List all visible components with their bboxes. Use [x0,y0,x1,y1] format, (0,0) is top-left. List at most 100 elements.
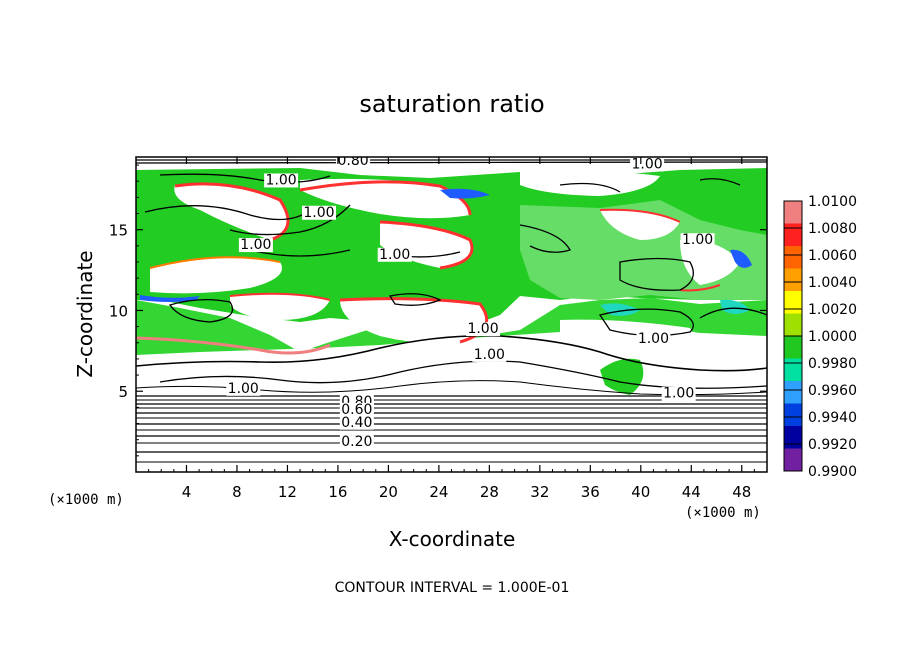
blue-patch-3 [730,249,752,268]
colorbar-swatch [784,448,802,471]
x-tick-label: 44 [682,483,701,501]
contour-label-bg [238,238,273,253]
white-patch-5 [230,293,330,320]
contour-label: 1.00 [303,205,334,221]
x-tick-label: 20 [379,483,398,501]
colorbar-level-label: 0.9960 [808,383,857,399]
colorbar-swatch [784,246,802,269]
white-patch-7 [600,209,680,240]
colorbar-level-label: 1.0080 [808,221,857,237]
red-fringe-1 [174,182,290,242]
colorbar-swatch [784,313,802,336]
contour-label-bg [301,205,336,220]
colorbar-level-label: 0.9940 [808,410,857,426]
colorbar: 1.0100 1.0080 1.0060 1.0040 1.0020 1.0000 0.99… [783,194,857,480]
contour-label: 1.00 [228,381,259,397]
colorbar-swatch [784,426,802,449]
white-patch-4 [150,257,282,294]
contour-label-bg [377,247,412,262]
x-tick-label: 4 [182,483,192,501]
y-tick-label: 15 [109,222,128,240]
x-axis: 4 8 12 16 20 24 28 32 36 40 44 48 [148,157,755,501]
contour-label-bg [680,233,715,248]
white-patch-2 [300,178,470,219]
colorbar-swatch [784,336,802,359]
x-tick-label: 48 [732,483,751,501]
x-tick-label: 12 [278,483,297,501]
contour-label-bg [264,173,299,188]
colorbar-swatch [784,201,802,224]
contour-label: 1.00 [682,232,713,248]
red-fringe-7 [136,336,331,355]
colorbar-level-label: 1.0040 [808,275,857,291]
contour-label-bg [636,331,671,346]
x-unit-right: (×1000 m) [685,505,761,521]
x-unit-left: (×1000 m) [48,492,124,508]
chart-title: saturation ratio [359,90,544,118]
colorbar-level-label: 1.0100 [808,194,857,210]
x-tick-label: 24 [429,483,448,501]
x-tick-label: 8 [232,483,242,501]
plot-area: 1.00 1.00 1.00 1.00 1.00 1.00 1.00 1.00 1.00 1.00… [135,153,768,473]
red-fringe-9 [679,284,721,292]
green-cell-sw [600,358,644,395]
colorbar-swatch [784,358,802,381]
contour-label: 1.00 [379,247,410,263]
lower-subsaturated-band [136,358,767,472]
contour-label: 0.60 [341,402,372,418]
white-patch-1 [174,183,288,240]
contour-label-bg [466,322,501,337]
x-axis-label: X-coordinate [389,527,516,551]
y-axis-label: Z-coordinate [73,250,97,377]
blue-patch-2 [140,295,200,302]
colorbar-level-label: 0.9920 [808,437,857,453]
contour-label: 0.80 [337,153,368,169]
contour-interval-footer: CONTOUR INTERVAL = 1.000E-01 [335,580,570,596]
colorbar-level-label: 0.9900 [808,464,857,480]
white-patch-9 [680,239,740,285]
colorbar-swatch [784,268,802,291]
colorbar-level-label: 1.0020 [808,302,857,318]
x-tick-label: 36 [581,483,600,501]
contour-label: 1.00 [474,347,505,363]
red-fringe-8 [599,208,681,223]
saturation-field: 1.00 1.00 1.00 1.00 1.00 1.00 1.00 1.00 1.00 1.00… [136,153,767,472]
colorbar-level-label: 1.0000 [808,329,857,345]
contour-label-bg [661,386,696,401]
red-fringe-6 [299,180,472,216]
contour-label: 1.00 [663,386,694,402]
cyan-patch-2 [720,299,750,314]
colorbar-level-label: 0.9980 [808,356,857,372]
contour-label-bg [630,157,665,172]
y-tick-label: 10 [109,302,128,320]
contour-label-bg [226,381,261,396]
contour-label: 1.00 [632,156,663,172]
contour-label: 1.00 [240,237,271,253]
x-tick-label: 28 [480,483,499,501]
contour-labels: 1.00 1.00 1.00 1.00 1.00 1.00 1.00 1.00 1.00 1.00… [226,153,715,450]
contour-label: 1.00 [467,321,498,337]
contour-label: 0.40 [341,415,372,431]
colorbar-swatch [784,381,802,404]
contour-label-bg [339,402,374,417]
x-tick-label: 40 [631,483,650,501]
red-fringe-3 [149,256,281,269]
contour-label-bg [339,415,374,430]
blue-patch-1 [440,188,490,199]
contour-label-bg [472,347,507,362]
white-patch-6 [340,298,487,344]
colorbar-level-label: 1.0060 [808,248,857,264]
colorbar-swatch [784,223,802,246]
colorbar-swatch [784,291,802,314]
y-tick-label: 5 [118,383,128,401]
contour-label: 0.20 [341,434,372,450]
colorbar-swatch [784,403,802,426]
y-axis: 5 10 15 [109,164,767,457]
contour-label-bg [336,157,371,169]
x-tick-label: 16 [328,483,347,501]
red-fringe-2 [379,220,474,270]
x-tick-label: 32 [530,483,549,501]
red-fringe-5 [229,292,331,301]
contour-label: 1.00 [638,331,669,347]
